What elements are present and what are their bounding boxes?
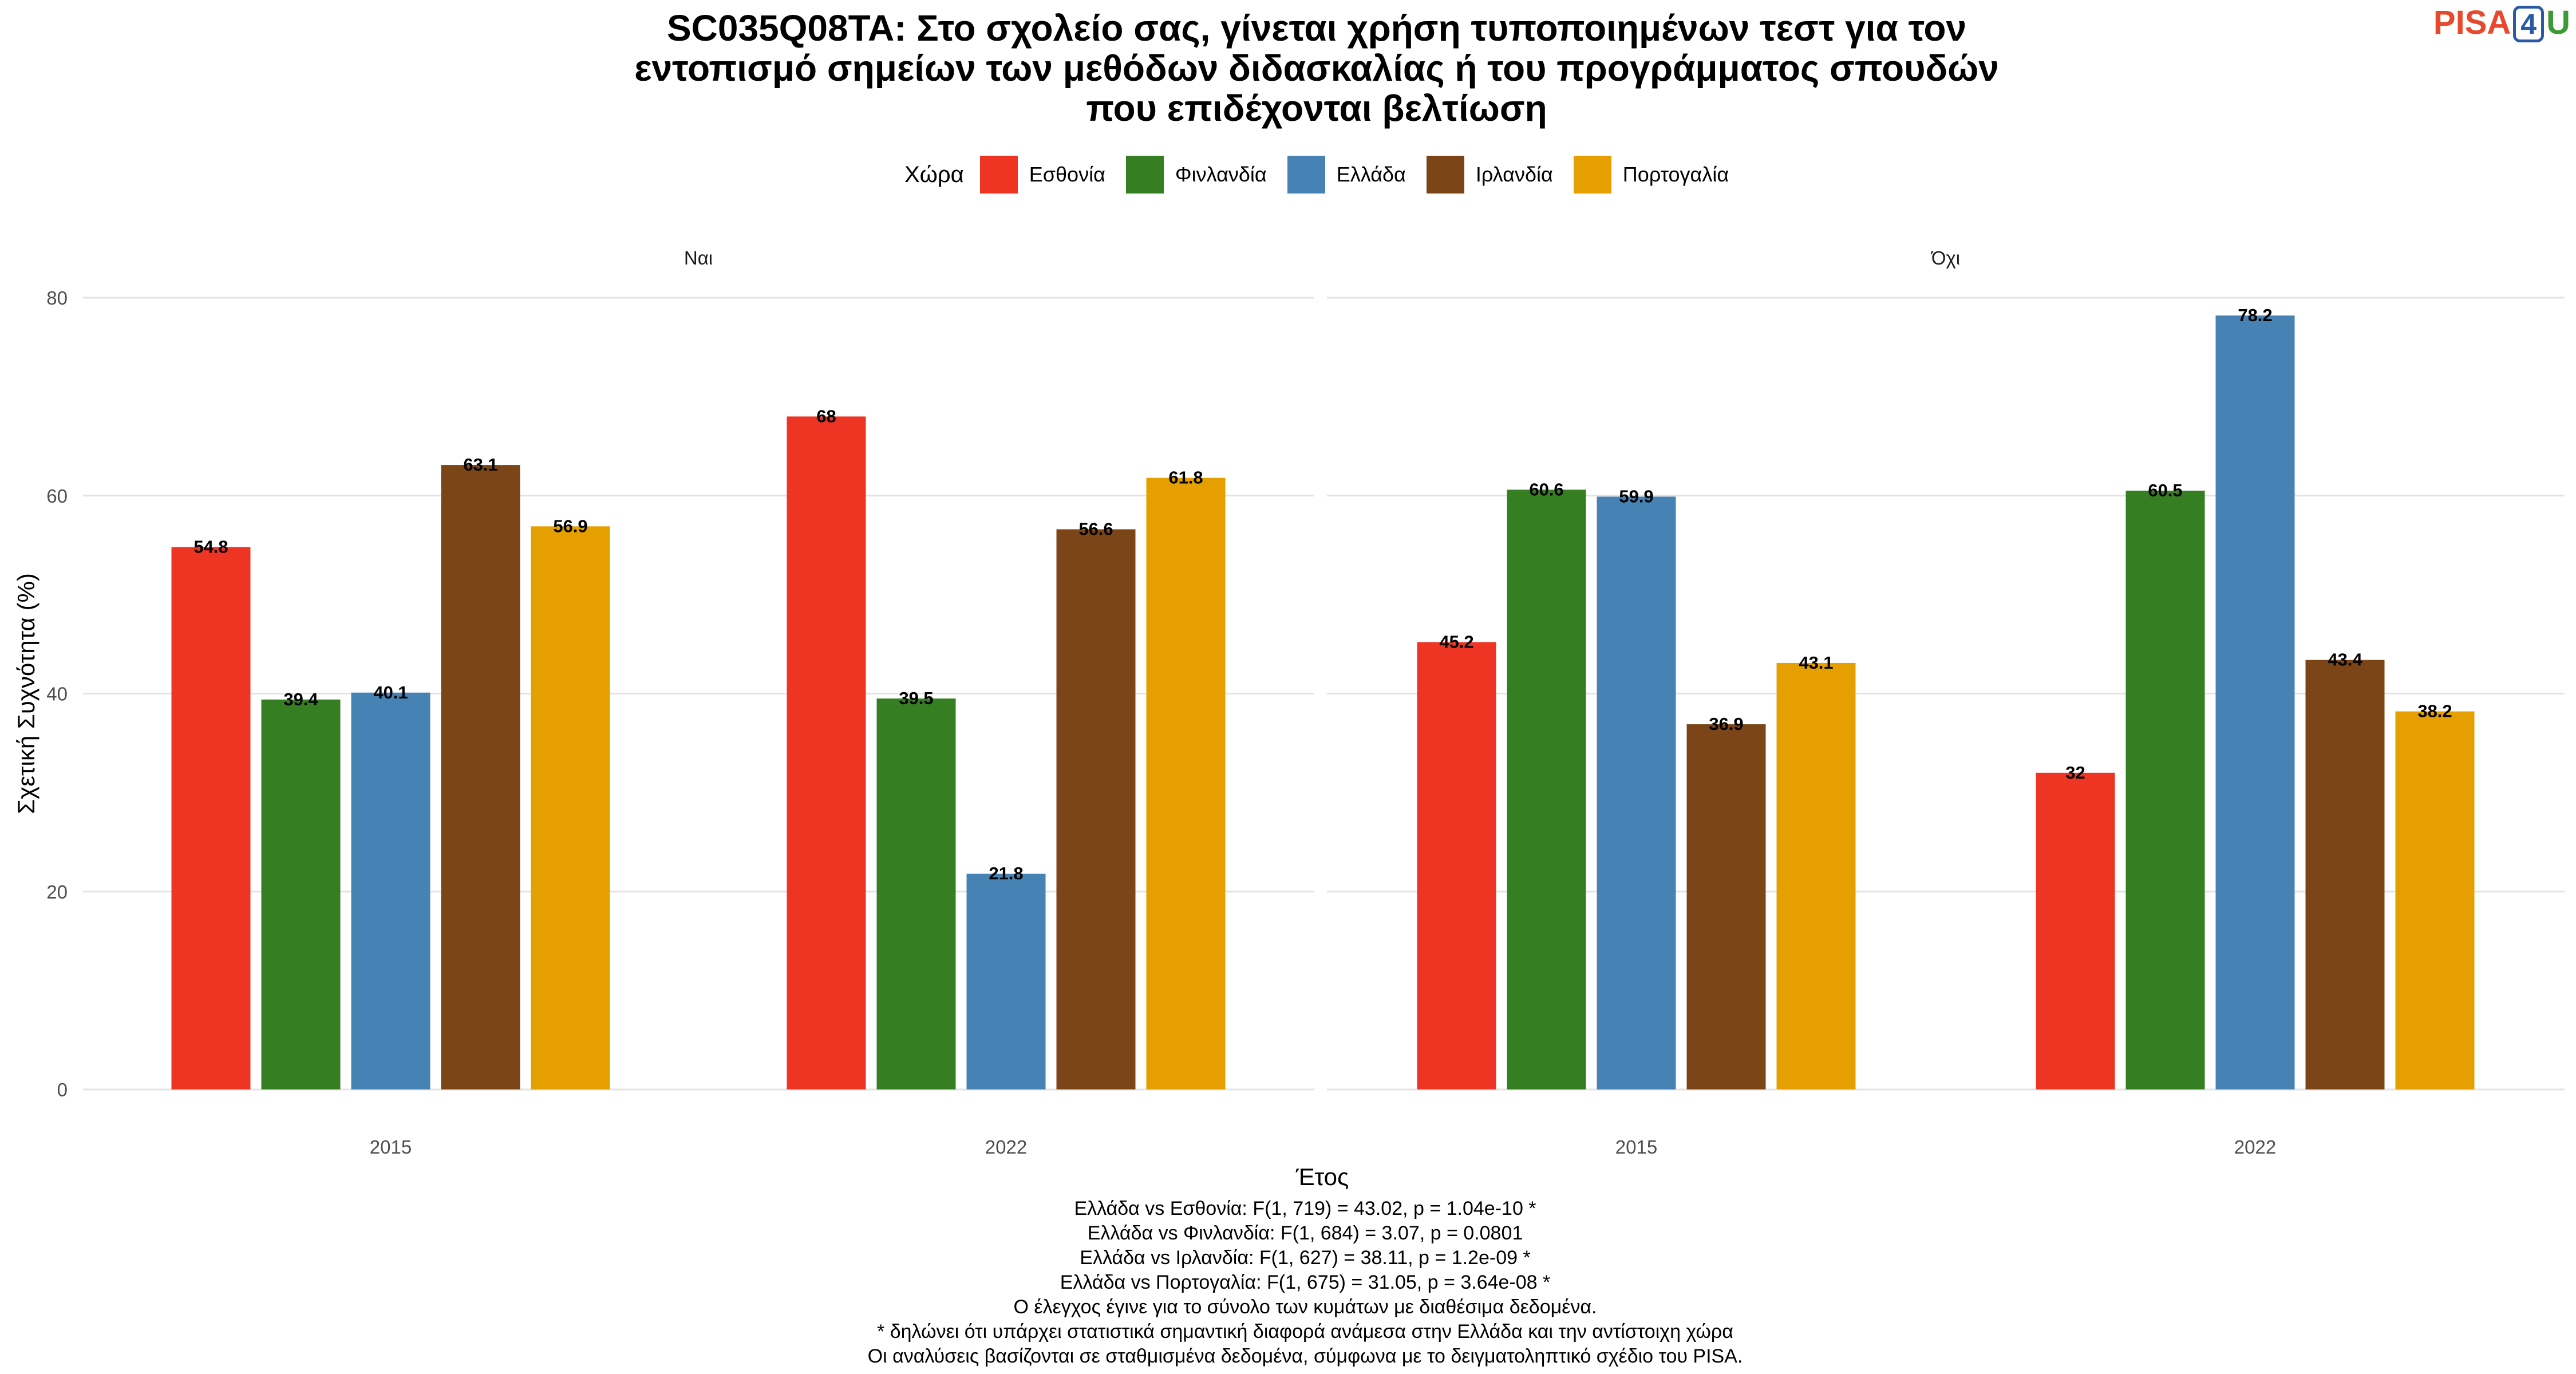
bar: [1146, 477, 1226, 1089]
legend-key-greece: [1287, 156, 1325, 194]
bar: [1597, 496, 1676, 1089]
legend-key-estonia: [979, 156, 1018, 194]
legend-key-portugal: [1573, 156, 1611, 194]
bar-value-label: 54.8: [193, 537, 228, 557]
legend-label-greece: Ελλάδα: [1336, 163, 1406, 186]
legend-item-portugal: Πορτογαλία: [1573, 156, 1729, 194]
bar: [2305, 660, 2385, 1089]
logo-number: 4: [2513, 6, 2545, 42]
legend-label-portugal: Πορτογαλία: [1622, 163, 1729, 186]
legend-item-estonia: Εσθονία: [979, 156, 1105, 194]
bar: [2036, 772, 2115, 1089]
bar-value-label: 39.5: [899, 688, 933, 708]
note-line: Ελλάδα vs Ιρλανδία: F(1, 627) = 38.11, p…: [1080, 1247, 1531, 1269]
bar-value-label: 40.1: [373, 682, 408, 702]
bar: [351, 692, 430, 1089]
title-line-3: που επιδέχονται βελτίωση: [1086, 88, 1547, 129]
legend-label-ireland: Ιρλανδία: [1475, 163, 1553, 186]
bar: [261, 699, 341, 1089]
bar-value-label: 78.2: [2238, 305, 2272, 325]
legend-item-greece: Ελλάδα: [1287, 156, 1406, 194]
legend-label-estonia: Εσθονία: [1029, 163, 1105, 186]
title-line-1: SC035Q08TA: Στο σχολείο σας, γίνεται χρή…: [666, 7, 1967, 49]
bar: [876, 698, 956, 1089]
bar-value-label: 43.1: [1799, 653, 1833, 673]
bar-value-label: 45.2: [1439, 632, 1473, 652]
note-line: Ελλάδα vs Φινλανδία: F(1, 684) = 3.07, p…: [1087, 1222, 1523, 1244]
bar: [441, 465, 520, 1090]
facet-label: Όχι: [1930, 247, 1960, 269]
y-tick-label: 60: [46, 485, 68, 507]
y-axis-title: Σχετική Συχνότητα (%): [13, 573, 39, 814]
pisa4u-logo: PISA 4 U: [2433, 3, 2570, 42]
bar: [1056, 529, 1136, 1089]
bar: [2215, 315, 2295, 1090]
logo-pisa-text: PISA: [2433, 4, 2511, 41]
legend-item-ireland: Ιρλανδία: [1426, 156, 1553, 194]
x-tick-label: 2022: [2234, 1136, 2276, 1158]
bar-value-label: 38.2: [2417, 701, 2452, 721]
x-axis-title: Έτος: [1295, 1163, 1349, 1190]
bar-value-label: 36.9: [1709, 714, 1743, 734]
note-line: Οι αναλύσεις βασίζονται σε σταθμισμένα δ…: [867, 1345, 1743, 1367]
legend-title: Χώρα: [904, 161, 964, 187]
legend-item-finland: Φινλανδία: [1125, 156, 1267, 194]
bar-value-label: 63.1: [463, 455, 497, 475]
bar: [966, 874, 1046, 1089]
bar: [2395, 711, 2475, 1089]
bar: [171, 547, 251, 1089]
bar-value-label: 32: [2065, 763, 2085, 783]
bar-value-label: 21.8: [989, 863, 1023, 883]
bar: [2125, 491, 2205, 1090]
facet-label: Ναι: [684, 247, 713, 269]
bar: [1507, 489, 1586, 1090]
y-tick-label: 20: [46, 881, 68, 902]
bar-chart: Σχετική Συχνότητα (%) Έτος Ναι 0 20 40 60 80 201…: [13, 247, 2565, 1190]
note-line: * δηλώνει ότι υπάρχει στατιστικά σημαντι…: [877, 1321, 1733, 1343]
y-tick-label: 40: [46, 684, 68, 705]
bar-value-label: 60.6: [1529, 479, 1563, 499]
legend-label-finland: Φινλανδία: [1175, 163, 1267, 186]
x-tick-label: 2015: [1615, 1136, 1657, 1158]
legend-key-finland: [1125, 156, 1164, 194]
title-line-2: εντοπισμό σημείων των μεθόδων διδασκαλία…: [634, 48, 1999, 89]
bar-value-label: 68: [816, 406, 836, 426]
bar: [1686, 724, 1766, 1089]
note-line: Ελλάδα vs Εσθονία: F(1, 719) = 43.02, p …: [1074, 1198, 1536, 1219]
bar-value-label: 56.6: [1078, 519, 1113, 539]
bar-value-label: 61.8: [1168, 468, 1203, 488]
bar-value-label: 59.9: [1619, 486, 1653, 506]
legend: Χώρα Εσθονία Φινλανδία Ελλάδα Ιρλανδία Π…: [904, 156, 1749, 194]
chart-title: SC035Q08TA: Στο σχολείο σας, γίνεται χρή…: [0, 8, 2576, 128]
bar-value-label: 43.4: [2328, 650, 2362, 670]
y-tick-label: 0: [57, 1079, 68, 1100]
bar-value-label: 39.4: [283, 689, 318, 709]
bar: [1776, 662, 1856, 1089]
x-tick-label: 2022: [985, 1136, 1027, 1158]
bar: [531, 526, 610, 1089]
footnotes: Ελλάδα vs Εσθονία: F(1, 719) = 43.02, p …: [0, 1197, 2576, 1369]
x-tick-label: 2015: [370, 1136, 412, 1158]
bar-value-label: 60.5: [2148, 480, 2182, 500]
bar: [1417, 642, 1496, 1089]
bar-value-label: 56.9: [553, 516, 587, 536]
legend-key-ireland: [1426, 156, 1464, 194]
note-line: Ελλάδα vs Πορτογαλία: F(1, 675) = 31.05,…: [1060, 1272, 1551, 1293]
bar: [787, 416, 866, 1090]
y-tick-label: 80: [46, 287, 68, 309]
note-line: Ο έλεγχος έγινε για το σύνολο των κυμάτω…: [1013, 1296, 1597, 1318]
logo-u-text: U: [2546, 4, 2570, 41]
